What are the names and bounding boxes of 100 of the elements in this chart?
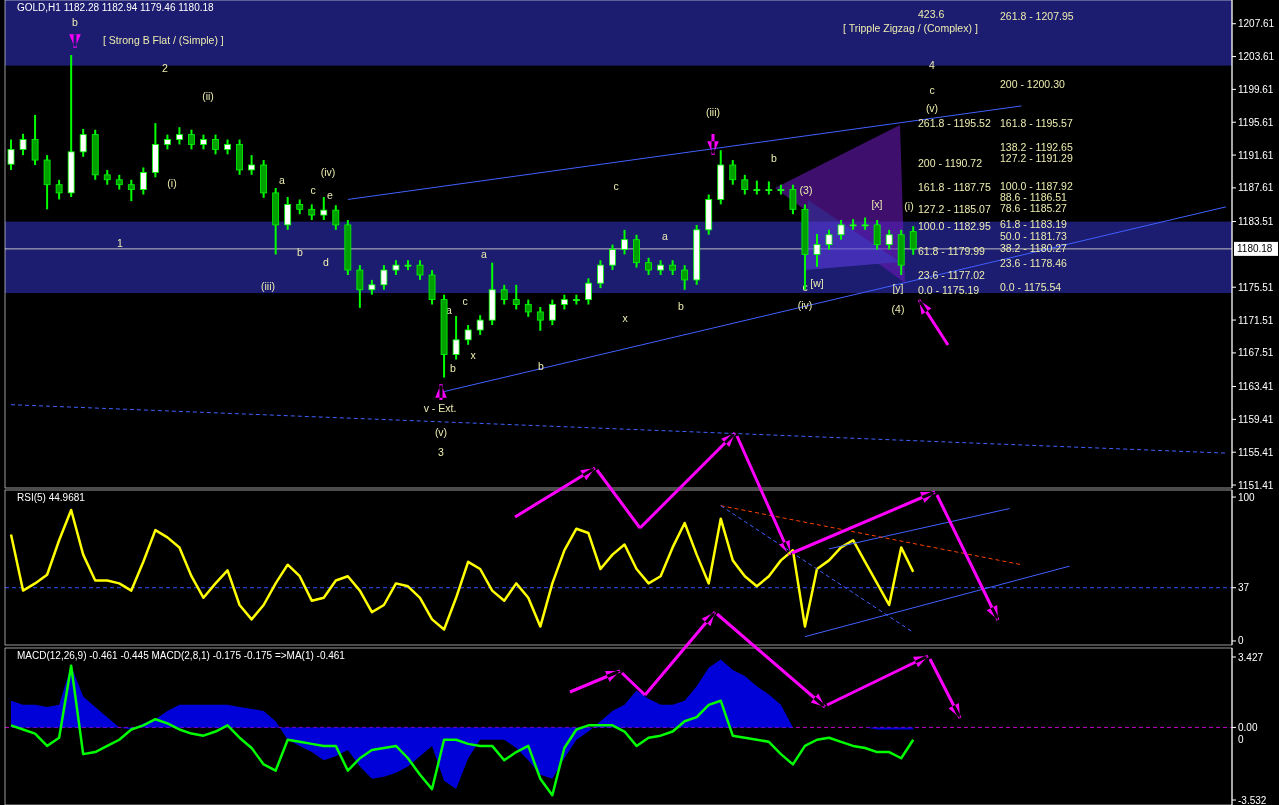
annotation: (ii) [202,89,214,102]
candlestick [621,228,628,256]
annotation: c [613,179,619,192]
y-tick-label: 0.00 [1238,721,1258,733]
y-tick-label: 1171.51 [1238,314,1274,326]
y-tick-label: 1167.51 [1238,347,1274,359]
candlestick [19,132,27,157]
y-tick-label: 1207.61 [1238,18,1275,30]
annotation: c [310,183,316,196]
chart-title: GOLD,H1 1182.28 1182.94 1179.46 1180.18 [17,2,215,13]
annotation: (4) [891,302,905,315]
annotation: 78.6 - 1185.27 [1000,201,1068,214]
candlestick [813,232,821,268]
y-tick-label: 1187.61 [1238,182,1274,194]
candlestick [873,218,881,251]
annotation: 423.6 [918,7,945,20]
y-tick-label: 1183.51 [1238,216,1274,228]
candlestick [681,264,689,291]
candlestick [548,298,556,327]
annotation: 261.8 - 1195.52 [918,116,991,129]
annotation: v - Ext. [423,401,457,414]
candlestick [464,324,472,346]
annotation: 161.8 - 1195.57 [1000,116,1073,129]
y-tick-label: 1191.61 [1238,149,1274,161]
y-tick-label: 1203.61 [1238,51,1275,63]
annotation: 61.8 - 1183.19 [1000,217,1068,230]
candlestick [7,138,15,171]
candlestick [789,183,797,216]
candlestick [597,259,604,290]
annotation: b [678,299,685,312]
line-series [9,508,915,631]
annotation: 127.2 - 1185.07 [918,202,991,215]
annotation: b [72,15,79,28]
candlestick [284,196,292,231]
chart-title: RSI(5) 44.9681 [17,492,86,503]
candlestick [609,243,616,272]
candlestick [188,128,195,151]
annotation: (3) [799,183,813,196]
annotation: a [279,173,286,186]
candlestick [248,154,256,176]
candlestick [356,264,364,309]
candlestick [320,196,328,221]
annotation: 100.0 - 1187.92 [1000,179,1073,192]
candlestick [212,133,219,156]
annotation: 23.6 - 1177.02 [918,268,986,281]
annotation: 161.8 - 1187.75 [918,180,991,193]
annotation: b [450,361,457,374]
annotation: (i) [167,176,177,189]
annotation: 127.2 - 1191.29 [1000,151,1073,164]
annotation: c [929,83,935,96]
annotation: 100.0 - 1182.95 [918,219,991,232]
candlestick [380,264,388,291]
annotation: (v) [434,425,448,438]
candlestick [500,283,508,306]
annotation: 200 - 1200.30 [1000,77,1065,90]
candlestick [79,127,87,158]
candlestick [31,113,39,166]
ref-line-label: 1180.18 [1237,243,1273,255]
annotation: [ Tripple Zigzag / (Complex) ] [843,21,978,34]
y-tick-label: 1163.41 [1238,381,1274,393]
annotation: a [481,247,488,260]
annotation: a [446,303,453,316]
candlestick [416,259,424,281]
annotation: 2 [162,61,169,74]
y-tick-label: 1195.61 [1238,116,1274,128]
annotation: 50.0 - 1181.73 [1000,229,1068,242]
candlestick [837,218,845,241]
annotation: [w] [810,276,824,289]
candlestick [512,283,520,311]
candlestick [909,225,917,256]
candlestick [127,178,135,203]
annotation: [x] [871,197,883,210]
annotation: (i) [904,199,914,212]
annotation: (v) [925,101,939,114]
candlestick [332,204,340,231]
candlestick [741,173,749,196]
annotation: 1 [117,236,124,249]
annotation: 88.6 - 1186.51 [1000,190,1068,203]
candlestick [536,306,544,332]
annotation: a [662,229,669,242]
candlestick [585,277,592,306]
y-tick-label: 1151.41 [1238,479,1274,491]
annotation: e [327,188,334,201]
candlestick [729,159,737,186]
candlestick [765,180,773,196]
y-tick-label: 1199.61 [1238,83,1274,95]
candlestick [476,314,484,336]
annotation: 61.8 - 1179.99 [918,244,986,257]
annotation: 200 - 1190.72 [918,156,983,169]
y-tick-label: 1155.41 [1238,446,1274,458]
annotation: d [323,255,330,268]
y-tick-label: -3.532 [1238,794,1267,805]
annotation: b [771,151,778,164]
candlestick [885,228,893,251]
annotation: 0.0 - 1175.19 [918,283,980,296]
annotation: x [622,311,629,324]
annotation: (iv) [320,165,336,178]
annotation: 138.2 - 1192.65 [1000,140,1073,153]
candlestick [139,166,147,196]
candlestick [633,233,640,269]
